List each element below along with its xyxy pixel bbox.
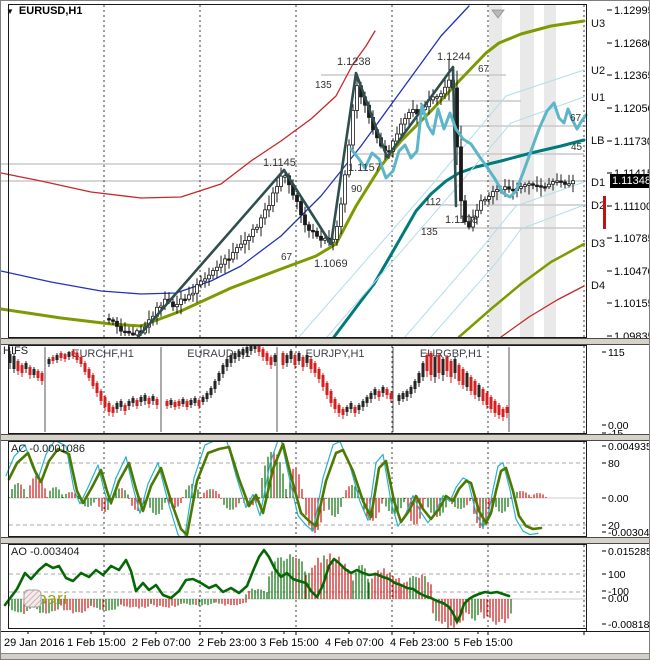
fs-panel-label: EURCHF,H1 xyxy=(72,348,134,360)
window-frames xyxy=(1,4,649,632)
fs-panel-label: EURJPY,H1 xyxy=(305,348,364,360)
time-tick-label: 5 Feb 15:00 xyxy=(454,637,513,649)
pivot-level-label: D3 xyxy=(591,238,605,250)
ac-indicator-label: AC -0.0001086 xyxy=(11,443,85,455)
ao-indicator xyxy=(3,548,586,629)
time-tick-label: 2 Feb 23:00 xyxy=(198,637,257,649)
fs-indicator-label: HIFS xyxy=(3,345,29,357)
annotation-label: 1.1108 xyxy=(445,214,478,226)
annotation-label: 1.1244 xyxy=(437,51,471,63)
time-tick-label: 1 Feb 15:00 xyxy=(67,637,126,649)
time-axis[interactable] xyxy=(1,631,649,653)
subwindow-axis-labels: 1150.00-150.004935800.0020-0.0030420.015… xyxy=(602,347,650,631)
annotation-label: 1.1145 xyxy=(263,157,296,169)
price-tick-label: 1.10470 xyxy=(614,266,650,278)
price-tick-label: 1.10785 xyxy=(614,233,650,245)
indicator-tick-label: -0.008181 xyxy=(608,619,650,631)
time-tick-label: 4 Feb 23:00 xyxy=(390,637,449,649)
pivot-level-label: U3 xyxy=(591,18,605,30)
fan-lines xyxy=(298,69,585,338)
pivot-level-label: D1 xyxy=(591,177,605,189)
indicator-tick-label: -100 xyxy=(608,586,629,598)
pivot-level-label: U2 xyxy=(591,65,605,77)
price-tick-label: 1.11730 xyxy=(614,136,650,148)
time-tick-label: 2 Feb 07:00 xyxy=(132,637,191,649)
alpari-logo-icon xyxy=(23,589,42,608)
annotation-label: 1.1069 xyxy=(314,258,348,270)
pivot-level-label: U1 xyxy=(591,92,605,104)
price-tick-label: 1.12050 xyxy=(614,103,650,115)
price-tick-label: 1.12680 xyxy=(614,38,650,50)
indicator-tick-label: 115 xyxy=(608,347,625,359)
price-axis[interactable] xyxy=(587,1,649,631)
annotation-label: 135 xyxy=(315,80,332,91)
fs-candles xyxy=(8,341,509,421)
chart-annotations: 1.1238 1.1244 1.1145 1.1157 1.1069 1.1108 135 1… xyxy=(263,51,583,270)
window-splitter[interactable] xyxy=(1,434,649,441)
indicator-tick-label: -0.003042 xyxy=(608,527,650,539)
annotation-label: 112 xyxy=(425,197,441,208)
vertical-gridlines xyxy=(103,5,585,628)
window-splitter[interactable] xyxy=(1,338,649,345)
indicator-tick-label: 0.004935 xyxy=(608,441,650,453)
price-tick-label: 1.11100 xyxy=(614,201,650,213)
time-tick-label: 4 Feb 07:00 xyxy=(325,637,384,649)
annotation-label: 67 xyxy=(570,113,582,124)
zigzag-line xyxy=(136,65,458,339)
annotation-label: 1.1157 xyxy=(348,162,381,174)
indicator-tick-label: 100 xyxy=(608,569,626,581)
price-tick-label: 1.12995 xyxy=(614,5,650,17)
forecast-line xyxy=(349,101,588,199)
indicator-tick-label: 80 xyxy=(608,458,620,470)
pivot-level-label: D2 xyxy=(591,200,605,212)
symbol-title-label: EURUSD,H1 xyxy=(18,5,83,17)
dropdown-arrow-icon[interactable]: ▼ xyxy=(6,6,14,16)
indicator-tick-label: 0.00 xyxy=(608,593,629,605)
down-arrow-marker xyxy=(491,9,505,19)
time-tick-label: 3 Feb 15:00 xyxy=(260,637,319,649)
symbol-title[interactable]: ▼ EURUSD,H1 xyxy=(6,5,83,17)
fs-panel-label: EURGBP,H1 xyxy=(420,348,482,360)
price-tick-label: 1.10155 xyxy=(614,298,650,310)
fs-panel-label: EURAUD,H1 xyxy=(187,348,251,360)
annotation-label: 45 xyxy=(571,142,583,153)
window-splitter[interactable] xyxy=(1,537,649,544)
indicator-tick-label: 20 xyxy=(608,520,620,532)
indicator-tick-label: 0.00 xyxy=(608,493,629,505)
window-bottom-frame xyxy=(1,653,649,659)
annotation-label: 67 xyxy=(281,252,293,263)
indicator-tick-label: 0.015285 xyxy=(608,546,650,558)
alpari-logo: alpari xyxy=(23,589,68,609)
price-tick-label: 1.12365 xyxy=(614,70,650,82)
time-tick-label: 29 Jan 2016 xyxy=(4,637,65,649)
fs-panels: EURCHF,H1 EURAUD,H1 EURJPY,H1 EURGBP,H1 xyxy=(44,347,510,432)
pivot-level-label: D4 xyxy=(591,280,605,292)
pivot-level-label: LB xyxy=(591,135,604,147)
annotation-label: 135 xyxy=(421,227,438,238)
indicator-tick-label: 0.00 xyxy=(608,420,629,432)
time-axis-labels: 29 Jan 2016 1 Feb 15:00 2 Feb 07:00 2 Feb 2… xyxy=(4,631,585,649)
current-price-badge: 1.11348 xyxy=(610,174,650,188)
ao-indicator-label: AO -0.003404 xyxy=(11,546,80,558)
annotation-label: 67 xyxy=(478,64,490,75)
annotation-label: 1.1238 xyxy=(337,56,371,68)
ac-indicator xyxy=(5,433,586,543)
annotation-label: 90 xyxy=(351,184,363,195)
